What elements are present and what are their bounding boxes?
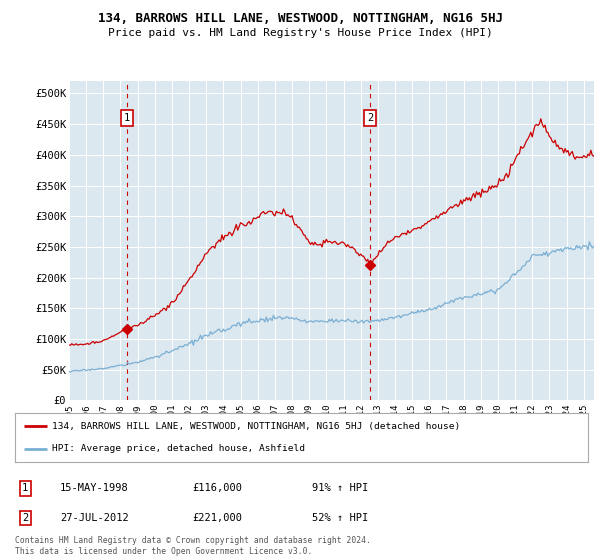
Text: 134, BARROWS HILL LANE, WESTWOOD, NOTTINGHAM, NG16 5HJ (detached house): 134, BARROWS HILL LANE, WESTWOOD, NOTTIN… bbox=[52, 422, 460, 431]
Text: 2: 2 bbox=[22, 513, 28, 523]
Text: Contains HM Land Registry data © Crown copyright and database right 2024.
This d: Contains HM Land Registry data © Crown c… bbox=[15, 536, 371, 556]
Text: £116,000: £116,000 bbox=[192, 483, 242, 493]
Text: 1: 1 bbox=[124, 113, 130, 123]
Text: 91% ↑ HPI: 91% ↑ HPI bbox=[312, 483, 368, 493]
Text: 2: 2 bbox=[367, 113, 373, 123]
Text: HPI: Average price, detached house, Ashfield: HPI: Average price, detached house, Ashf… bbox=[52, 444, 305, 453]
Text: 52% ↑ HPI: 52% ↑ HPI bbox=[312, 513, 368, 523]
Text: 27-JUL-2012: 27-JUL-2012 bbox=[60, 513, 129, 523]
Text: 134, BARROWS HILL LANE, WESTWOOD, NOTTINGHAM, NG16 5HJ: 134, BARROWS HILL LANE, WESTWOOD, NOTTIN… bbox=[97, 12, 503, 25]
Text: Price paid vs. HM Land Registry's House Price Index (HPI): Price paid vs. HM Land Registry's House … bbox=[107, 28, 493, 38]
Text: 1: 1 bbox=[22, 483, 28, 493]
Text: £221,000: £221,000 bbox=[192, 513, 242, 523]
Text: 15-MAY-1998: 15-MAY-1998 bbox=[60, 483, 129, 493]
